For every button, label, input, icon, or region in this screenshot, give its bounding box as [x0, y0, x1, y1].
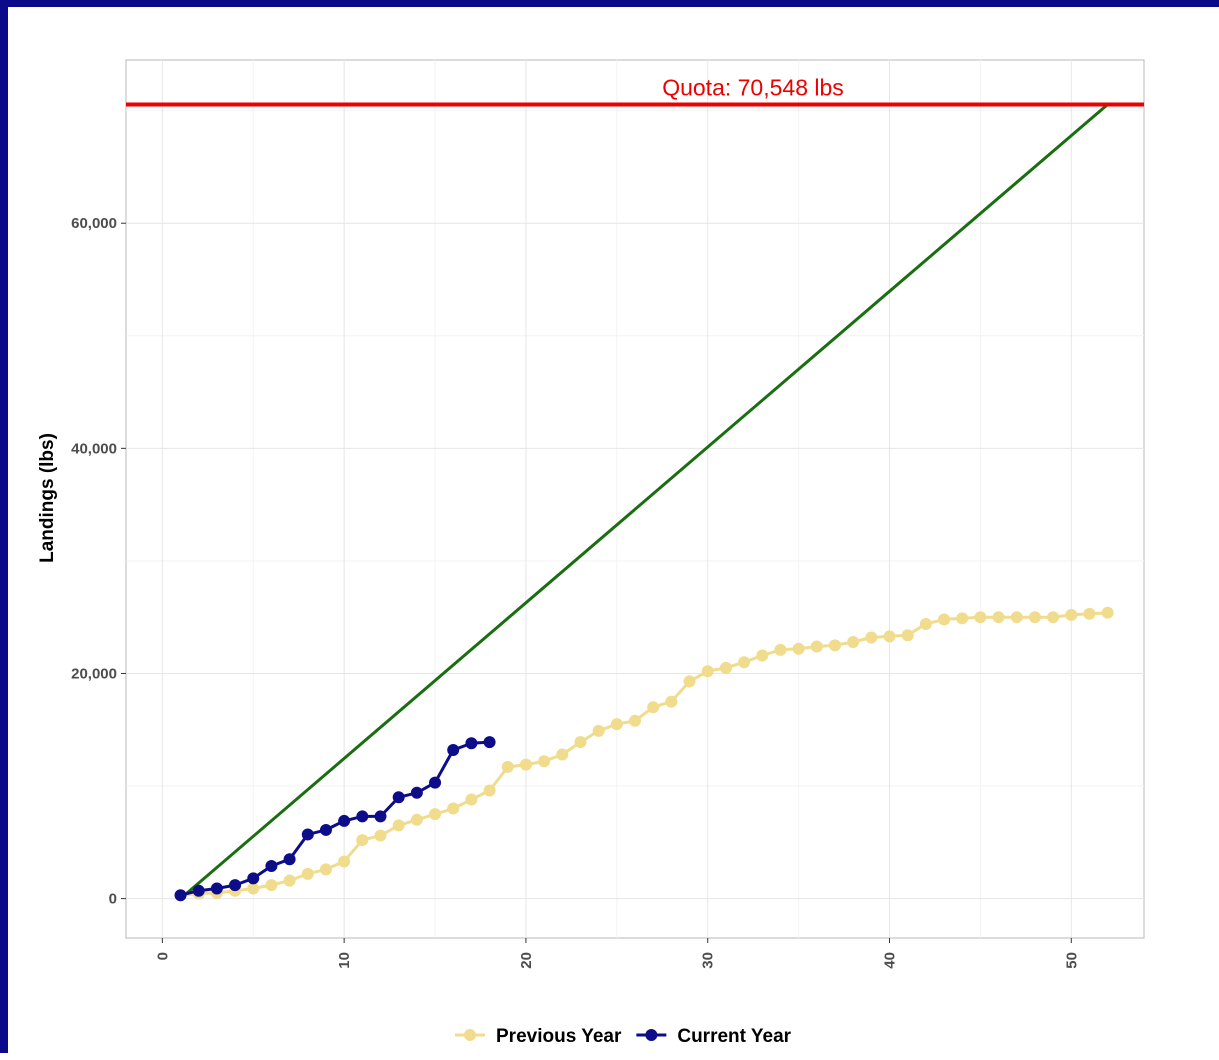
point-current-year: [247, 872, 260, 885]
x-axis-ticks: 0 10 20 30 40 50: [154, 938, 1080, 969]
y-tick-label: 60,000: [71, 215, 117, 232]
legend: Previous Year Current Year: [455, 1026, 792, 1047]
point-previous-year: [1065, 608, 1078, 621]
point-previous-year: [738, 656, 751, 669]
point-previous-year: [356, 834, 369, 847]
point-previous-year: [1028, 611, 1041, 624]
quota-label: Quota: 70,548 lbs: [662, 74, 844, 100]
point-current-year: [465, 737, 478, 750]
series-current-year: [174, 736, 496, 902]
point-previous-year: [410, 813, 423, 826]
plot-panel: [125, 59, 1145, 939]
point-current-year: [483, 736, 496, 749]
point-previous-year: [301, 867, 314, 880]
point-previous-year: [283, 874, 296, 887]
point-previous-year: [683, 675, 696, 688]
x-tick-label: 0: [154, 952, 171, 960]
point-previous-year: [1047, 611, 1060, 624]
point-previous-year: [610, 718, 623, 731]
series-layer: [174, 606, 1114, 902]
point-previous-year: [374, 829, 387, 842]
point-previous-year: [265, 879, 278, 892]
x-tick-label: 30: [700, 952, 717, 969]
point-previous-year: [865, 631, 878, 644]
point-current-year: [338, 814, 351, 827]
point-previous-year: [792, 642, 805, 655]
point-previous-year: [956, 612, 969, 625]
point-current-year: [429, 776, 442, 789]
y-tick-label: 40,000: [71, 440, 117, 457]
y-tick-label: 0: [109, 891, 117, 908]
point-current-year: [283, 853, 296, 866]
legend-key-point-previous-year: [464, 1029, 476, 1041]
point-previous-year: [1101, 606, 1114, 619]
point-previous-year: [992, 611, 1005, 624]
point-previous-year: [447, 802, 460, 815]
legend-key-point-current-year: [645, 1029, 658, 1041]
point-current-year: [210, 882, 223, 895]
point-current-year: [392, 791, 405, 804]
point-previous-year: [665, 695, 678, 708]
point-previous-year: [828, 639, 841, 652]
grid-minor: [126, 60, 1144, 938]
point-current-year: [229, 879, 242, 892]
y-axis-ticks: 0 20,000 40,000 60,000: [71, 215, 126, 908]
y-axis-label: Landings (lbs): [37, 433, 58, 563]
point-current-year: [319, 823, 332, 836]
point-previous-year: [629, 714, 641, 727]
point-previous-year: [247, 882, 260, 895]
point-current-year: [374, 810, 387, 823]
point-previous-year: [483, 784, 496, 797]
point-previous-year: [465, 793, 478, 806]
x-tick-label: 20: [518, 952, 535, 969]
point-previous-year: [647, 701, 660, 714]
point-previous-year: [901, 629, 914, 642]
point-previous-year: [501, 760, 514, 773]
quota-layer: Quota: 70,548 lbs: [126, 74, 1144, 107]
y-tick-label: 20,000: [71, 665, 117, 682]
grid-major: [126, 60, 1144, 938]
point-previous-year: [974, 611, 987, 624]
series-line-previous-year: [180, 611, 1108, 897]
point-previous-year: [919, 617, 932, 630]
point-previous-year: [392, 819, 405, 832]
point-previous-year: [756, 649, 769, 662]
point-previous-year: [883, 630, 896, 643]
point-current-year: [301, 828, 314, 841]
point-previous-year: [319, 863, 332, 876]
point-previous-year: [1010, 611, 1023, 624]
target-pace-line: [179, 103, 1109, 900]
point-previous-year: [1083, 607, 1096, 620]
point-previous-year: [556, 748, 569, 761]
point-previous-year: [519, 758, 532, 771]
point-current-year: [447, 744, 460, 757]
point-previous-year: [701, 665, 714, 678]
x-tick-label: 40: [882, 952, 899, 969]
legend-label-previous-year: Previous Year: [496, 1026, 622, 1047]
point-previous-year: [429, 808, 442, 821]
point-current-year: [265, 859, 278, 872]
point-current-year: [174, 889, 187, 902]
point-previous-year: [938, 613, 951, 626]
point-current-year: [192, 884, 205, 897]
landings-chart: Quota: 70,548 lbs 0 20,000 40,000 60,000 0 1…: [37, 59, 1145, 1047]
point-current-year: [410, 786, 423, 799]
point-previous-year: [592, 724, 605, 737]
point-previous-year: [719, 661, 732, 674]
point-previous-year: [774, 643, 787, 656]
legend-label-current-year: Current Year: [677, 1026, 791, 1047]
point-previous-year: [847, 635, 860, 648]
point-current-year: [356, 810, 369, 823]
x-tick-label: 10: [336, 952, 353, 969]
point-previous-year: [538, 755, 551, 768]
point-previous-year: [810, 640, 823, 653]
point-previous-year: [338, 855, 351, 868]
point-previous-year: [574, 736, 587, 749]
x-tick-label: 50: [1063, 952, 1080, 969]
target-line: [179, 103, 1109, 900]
